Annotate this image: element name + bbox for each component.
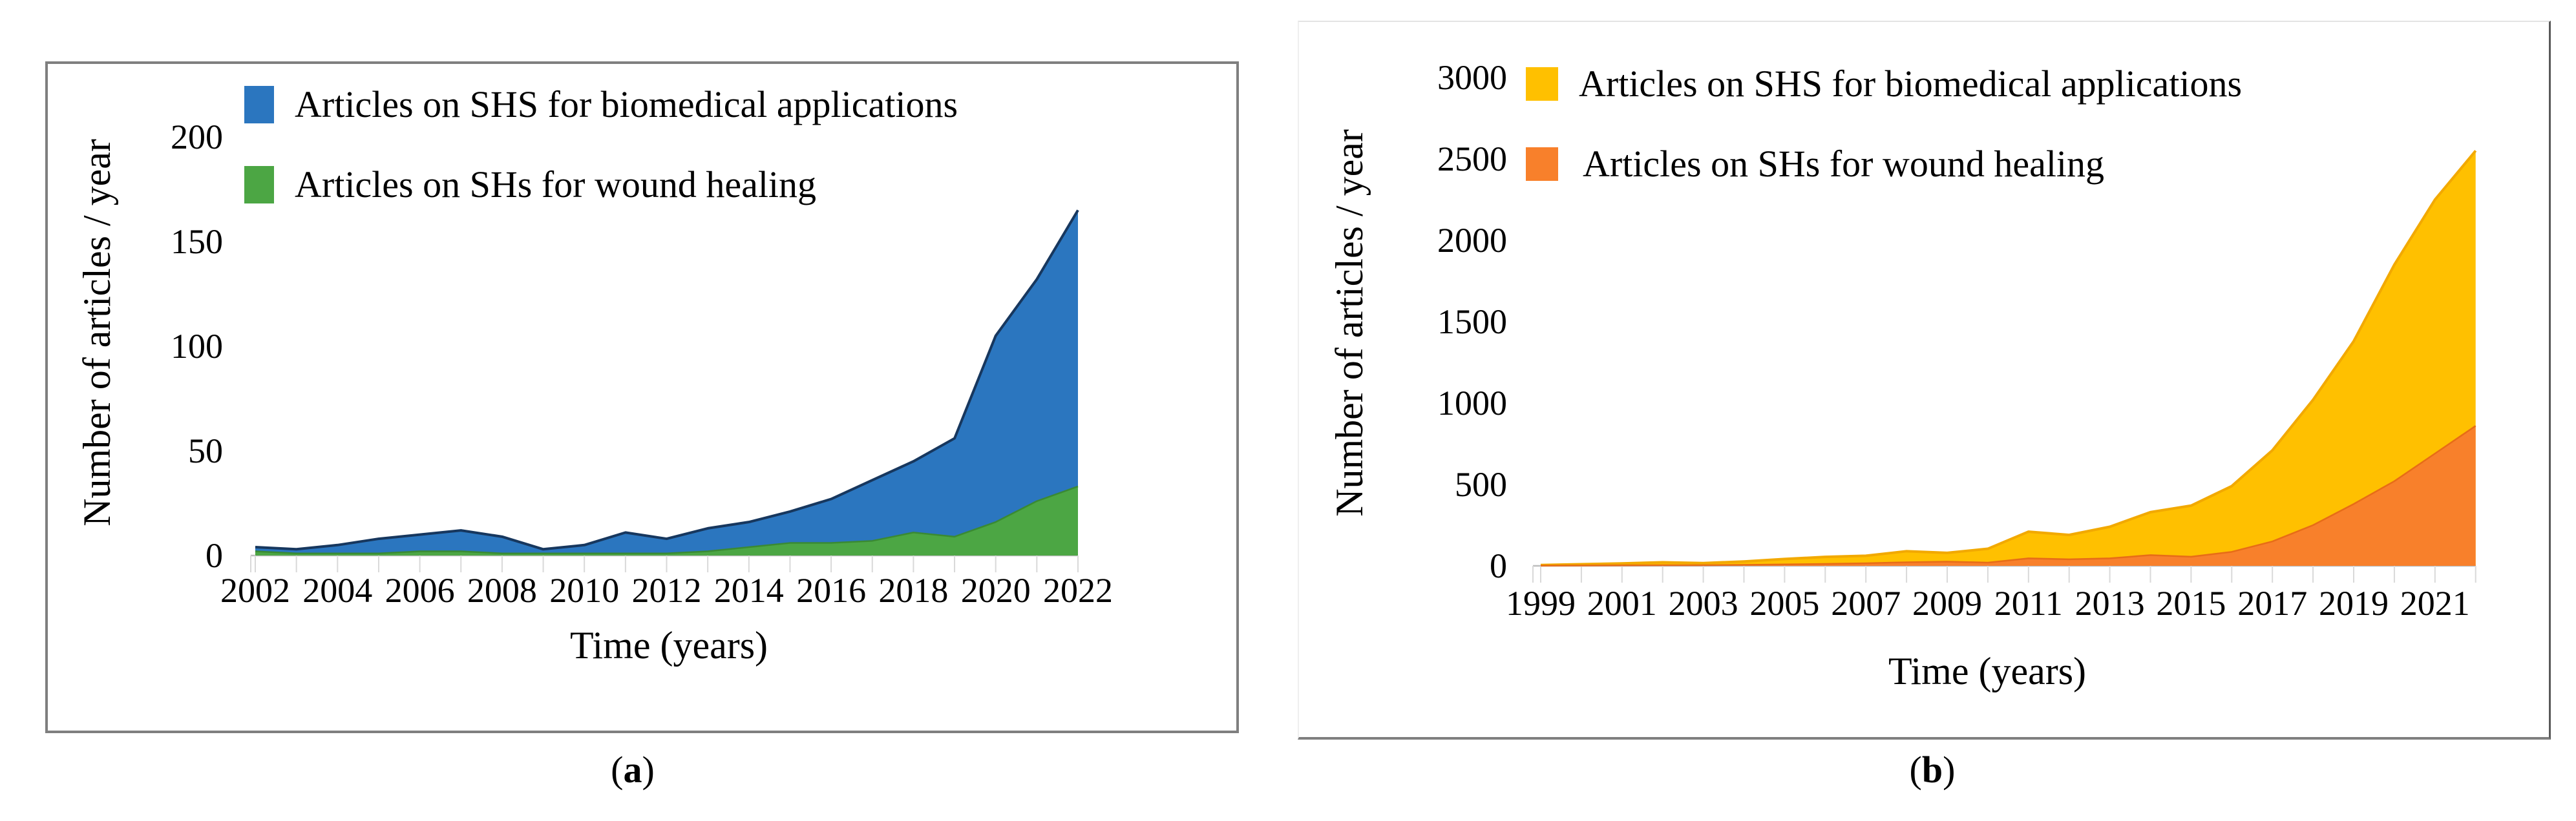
panel-a-x-axis-title: Time (years) [569,624,768,667]
y-tick-label-a: 50 [188,431,223,470]
x-tick-label-b: 2013 [2075,584,2145,623]
panel-a-legend-item-biomedical: Articles on SHS for biomedical applicati… [244,83,958,126]
y-tick-label-b: 1500 [1437,302,1507,341]
x-tick-label-a: 2010 [549,571,620,610]
area-series-a-1 [255,486,1078,556]
y-tick-label-b: 1000 [1437,384,1507,422]
x-tick-label-a: 2016 [796,571,867,610]
legend-label: Articles on SHS for biomedical applicati… [1579,63,2243,105]
legend-swatch-green-icon [244,165,274,203]
legend-swatch-yellow-icon [1526,67,1558,101]
x-tick-label-b: 2009 [1912,584,1982,623]
panel-b-legend-item-biomedical: Articles on SHS for biomedical applicati… [1526,62,2242,105]
panel-b-x-axis-title: Time (years) [1888,650,2087,692]
y-tick-label-b: 500 [1455,465,1507,504]
x-tick-label-b: 2021 [2400,584,2470,623]
y-tick-label-a: 0 [206,536,223,575]
panel-b-legend-item-wound-healing: Articles on SHs for wound healing [1526,142,2104,185]
x-tick-label-b: 2019 [2319,584,2389,623]
x-tick-label-a: 2022 [1043,571,1113,610]
legend-swatch-orange-icon [1526,147,1558,181]
y-tick-label-a: 100 [171,327,223,366]
legend-label: Articles on SHs for wound healing [1583,143,2105,185]
area-edge-a-0 [255,209,1079,551]
area-series-b-0 [1541,151,2476,566]
x-tick-label-b: 1999 [1506,584,1576,623]
panel-a-legend-item-wound-healing: Articles on SHs for wound healing [244,163,816,206]
legend-label: Articles on SHs for wound healing [295,163,817,205]
x-tick-label-b: 2003 [1668,584,1738,623]
x-tick-label-b: 2007 [1831,584,1901,623]
y-tick-label-b: 2000 [1437,221,1507,260]
area-edge-a-1 [255,485,1079,555]
panel-a-caption: (a) [611,749,655,791]
x-tick-label-b: 2017 [2237,584,2308,623]
x-tick-label-a: 2004 [302,571,373,610]
x-tick-label-a: 2014 [713,571,784,610]
x-tick-label-a: 2008 [467,571,537,610]
area-series-a-0 [255,210,1078,556]
y-tick-label-b: 2500 [1437,140,1507,178]
y-tick-label-b: 0 [1490,546,1507,585]
area-edge-b-1 [1540,425,2476,566]
x-tick-label-b: 2015 [2156,584,2226,623]
legend-swatch-blue-icon [244,85,274,123]
x-tick-label-a: 2018 [878,571,949,610]
area-edge-b-0 [1540,150,2477,566]
x-tick-label-b: 2011 [1994,584,2063,623]
legend-label: Articles on SHS for biomedical applicati… [295,83,958,125]
x-tick-label-b: 2001 [1587,584,1657,623]
x-tick-label-a: 2006 [385,571,455,610]
x-tick-label-a: 2002 [220,571,290,610]
x-tick-label-b: 2005 [1749,584,1820,623]
y-tick-label-a: 150 [171,222,223,261]
y-tick-label-b: 3000 [1437,58,1507,97]
panel-b-caption: (b) [1909,749,1956,791]
x-tick-label-a: 2012 [631,571,702,610]
x-tick-label-a: 2020 [960,571,1031,610]
area-series-b-1 [1541,426,2476,566]
y-tick-label-a: 200 [171,118,223,156]
